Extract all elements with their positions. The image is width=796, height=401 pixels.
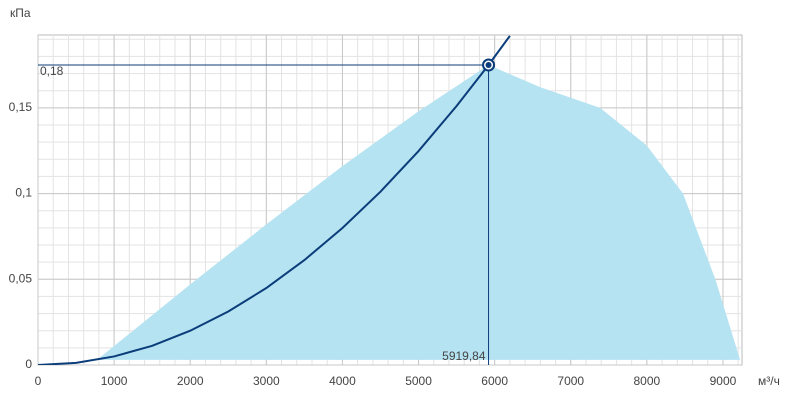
x-tick-label: 3000 bbox=[253, 374, 280, 388]
operating-point-core bbox=[485, 62, 492, 68]
y-tick-label: 0,1 bbox=[15, 186, 32, 200]
y-tick-label: 0 bbox=[25, 357, 32, 371]
x-tick-label: 2000 bbox=[177, 374, 204, 388]
y-tick-label: 0,05 bbox=[9, 271, 33, 285]
x-tick-label: 8000 bbox=[634, 374, 661, 388]
x-tick-label: 1000 bbox=[101, 374, 128, 388]
x-tick-label: 5000 bbox=[405, 374, 432, 388]
point-y-label: 0,18 bbox=[40, 64, 64, 78]
point-x-label: 5919,84 bbox=[442, 349, 486, 363]
x-tick-label: 4000 bbox=[329, 374, 356, 388]
x-tick-label: 6000 bbox=[481, 374, 508, 388]
x-tick-label: 0 bbox=[35, 374, 42, 388]
x-tick-label: 7000 bbox=[557, 374, 584, 388]
y-axis-label: кПа bbox=[10, 6, 31, 20]
y-tick-label: 0,15 bbox=[9, 100, 33, 114]
x-tick-label: 9000 bbox=[710, 374, 737, 388]
x-axis-label: м³/ч bbox=[758, 374, 780, 388]
system-curve bbox=[38, 35, 511, 365]
working-area bbox=[96, 65, 741, 360]
